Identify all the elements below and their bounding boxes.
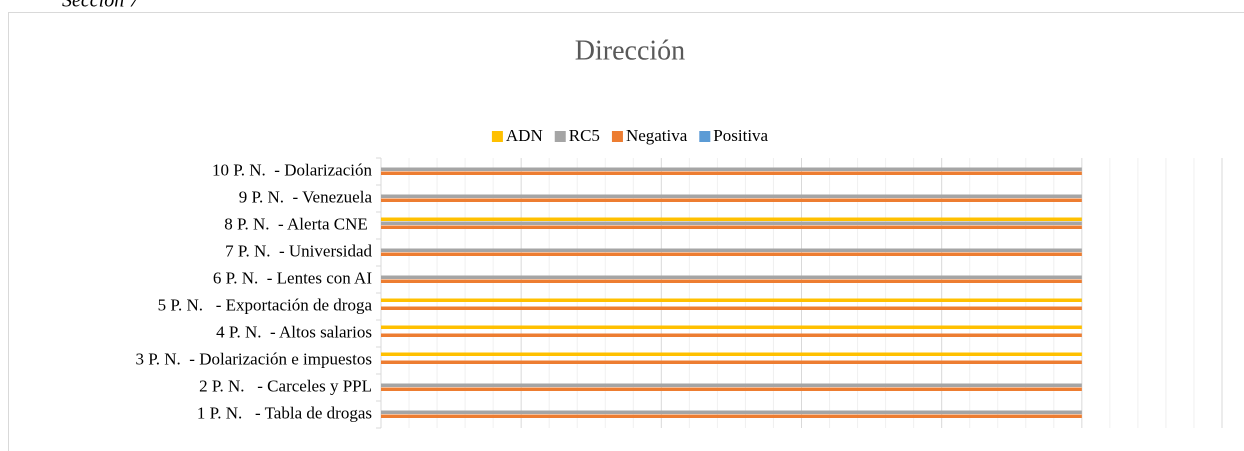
bar xyxy=(381,248,1082,252)
bar xyxy=(381,167,1082,171)
bar xyxy=(381,383,1082,387)
y-tick-label: 4 P. N. - Altos salarios xyxy=(216,322,372,341)
bar xyxy=(381,198,1082,202)
bar xyxy=(381,360,1082,364)
y-tick-label: 8 P. N. - Alerta CNE xyxy=(224,214,372,233)
chart-frame xyxy=(8,12,1244,451)
legend-label: Positiva xyxy=(713,126,768,145)
bar xyxy=(381,306,1082,310)
y-tick-label: 10 P. N. - Dolarización xyxy=(212,160,373,179)
bar xyxy=(381,252,1082,256)
y-tick-label: 7 P. N. - Universidad xyxy=(225,241,372,260)
legend-label: ADN xyxy=(506,126,543,145)
chart-title: Dirección xyxy=(575,35,685,66)
section-heading: Sección 7 xyxy=(62,0,140,12)
bar xyxy=(381,225,1082,229)
bar xyxy=(381,410,1082,414)
y-tick-label: 1 P. N. - Tabla de drogas xyxy=(197,403,372,422)
y-tick-label: 9 P. N. - Venezuela xyxy=(239,187,373,206)
bar xyxy=(381,414,1082,418)
bar xyxy=(381,333,1082,337)
bar xyxy=(381,194,1082,198)
bar xyxy=(381,387,1082,391)
bar xyxy=(381,279,1082,283)
bar xyxy=(381,221,1082,225)
y-tick-label: 6 P. N. - Lentes con AI xyxy=(213,268,372,287)
y-tick-label: 5 P. N. - Exportación de droga xyxy=(158,295,373,314)
bar xyxy=(381,217,1082,221)
legend-label: Negativa xyxy=(626,126,688,145)
bar xyxy=(381,171,1082,175)
legend-swatch xyxy=(699,131,711,142)
legend-label: RC5 xyxy=(569,126,600,145)
legend-swatch xyxy=(611,131,623,142)
y-tick-label: 3 P. N. - Dolarización e impuestos xyxy=(135,349,372,368)
y-tick-label: 2 P. N. - Carceles y PPL xyxy=(199,376,372,395)
legend-swatch xyxy=(554,131,566,142)
bar xyxy=(381,325,1082,329)
bar xyxy=(381,275,1082,279)
bar xyxy=(381,352,1082,356)
bar xyxy=(381,298,1082,302)
legend-swatch xyxy=(491,131,503,142)
